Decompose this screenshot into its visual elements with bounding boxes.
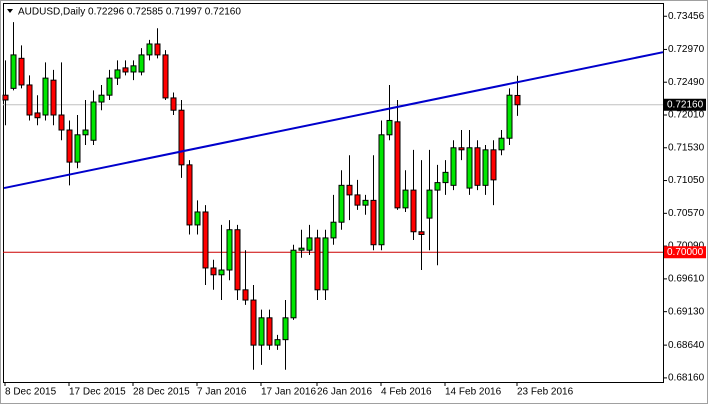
candle-body [2, 94, 9, 101]
candle-body [18, 57, 25, 86]
x-tick-label: 17 Jan 2016 [261, 387, 316, 398]
y-tick-label: 0.72970 [668, 44, 705, 55]
candle-body [10, 54, 17, 89]
chart-title: AUDUSD,Daily 0.72296 0.72585 0.71997 0.7… [18, 7, 241, 18]
y-tick-label: 0.71050 [668, 175, 705, 186]
candle-body [322, 237, 329, 291]
candle-body [434, 182, 441, 191]
price-label: 0.72160 [667, 99, 704, 110]
candle-body [514, 94, 521, 106]
candle-body [218, 269, 225, 276]
candle-body [82, 129, 89, 136]
x-tick-label: 17 Dec 2015 [69, 387, 126, 398]
price-label: 0.70000 [667, 247, 704, 258]
candle-body [290, 249, 297, 319]
candle-body [330, 221, 337, 239]
menu-icon [7, 9, 13, 13]
candle-body [66, 129, 73, 163]
candle-body [130, 65, 137, 73]
candle-body [194, 211, 201, 226]
candle-body [482, 149, 489, 186]
y-tick-label: 0.71530 [668, 142, 705, 153]
candle-body [202, 211, 209, 269]
y-tick-label: 0.69610 [668, 274, 705, 285]
x-tick-label: 26 Jan 2016 [317, 387, 372, 398]
candle-body [250, 299, 257, 346]
y-tick-label: 0.70090 [668, 241, 705, 252]
candle-body [114, 69, 121, 79]
candle-body [506, 94, 513, 139]
candle-body [450, 147, 457, 186]
candle-body [50, 79, 57, 116]
candle-body [282, 317, 289, 341]
candle-body [474, 147, 481, 186]
y-tick-label: 0.73456 [668, 11, 705, 22]
candle-body [26, 84, 33, 116]
candle-body [242, 289, 249, 301]
candle-body [442, 171, 449, 184]
candle-body [386, 119, 393, 136]
x-tick-label: 28 Dec 2015 [133, 387, 190, 398]
candle-body [74, 134, 81, 163]
y-tick-label: 0.68640 [668, 340, 705, 351]
candle-body [274, 339, 281, 346]
candle-body [106, 77, 113, 96]
candle-body [362, 199, 369, 206]
candle-body [370, 199, 377, 246]
trend-line [3, 51, 664, 190]
candle-body [498, 137, 505, 151]
candle-body [306, 237, 313, 251]
candle-body [338, 184, 345, 223]
plot-area [3, 3, 664, 383]
candle-body [466, 147, 473, 189]
x-tick-label: 8 Dec 2015 [5, 387, 57, 398]
candle-body [490, 149, 497, 181]
candle-body [210, 267, 217, 276]
candle-body [34, 112, 41, 119]
x-tick-label: 7 Jan 2016 [197, 387, 247, 398]
candle-body [258, 317, 265, 346]
candle-body [314, 237, 321, 291]
candle-body [458, 147, 465, 151]
candle-body [90, 101, 97, 141]
candle-body [170, 97, 177, 111]
candle-body [138, 54, 145, 73]
price-label-box [664, 246, 706, 259]
y-tick-label: 0.72010 [668, 110, 705, 121]
candle-body [346, 184, 353, 196]
candle-body [378, 134, 385, 246]
candle-body [402, 189, 409, 209]
candle-body [186, 164, 193, 226]
candle-body [298, 247, 305, 251]
candle-body [42, 77, 49, 116]
candle-body [394, 121, 401, 209]
x-tick-label: 4 Feb 2016 [381, 387, 432, 398]
y-tick-label: 0.69130 [668, 306, 705, 317]
candle-body [266, 317, 273, 346]
candle-body [178, 109, 185, 166]
candle-body [354, 194, 361, 206]
candle-body [146, 43, 153, 56]
y-tick-label: 0.72490 [668, 77, 705, 88]
y-tick-label: 0.70570 [668, 208, 705, 219]
x-tick-label: 14 Feb 2016 [445, 387, 502, 398]
candle-body [154, 43, 161, 56]
candle-body [426, 189, 433, 219]
y-tick-label: 0.68160 [668, 373, 705, 384]
candle-body [234, 229, 241, 291]
candle-body [226, 229, 233, 271]
candle-body [58, 114, 65, 131]
candle-body [162, 54, 169, 99]
candle-body [98, 94, 105, 103]
candle-body [418, 231, 425, 235]
candle-body [122, 67, 129, 73]
price-label-box [664, 98, 706, 111]
candle-body [410, 189, 417, 233]
x-tick-label: 23 Feb 2016 [517, 387, 574, 398]
